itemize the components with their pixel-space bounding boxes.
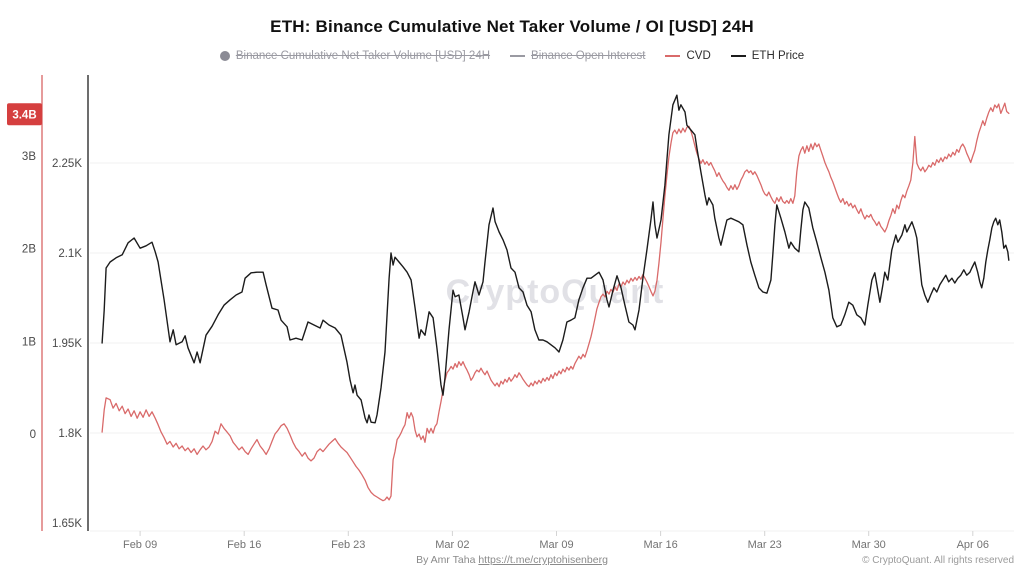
byline: By Amr Taha https://t.me/cryptohisenberg (0, 554, 1024, 566)
line-marker-icon (730, 55, 746, 57)
legend-item-net-taker-volume[interactable]: Binance Cumulative Net Taker Volume [USD… (219, 50, 491, 62)
eth-price-series-line (101, 94, 1010, 424)
x-tick-label: Feb 23 (331, 539, 365, 551)
legend-item-cvd[interactable]: CVD (665, 50, 711, 62)
price-tick-label: 1.8K (58, 428, 82, 440)
legend-label: CVD (686, 50, 711, 62)
current-value-badge (7, 103, 42, 126)
x-tick-label: Apr 06 (957, 539, 989, 551)
cvd-tick-label: 2B (22, 244, 36, 256)
x-tick-label: Feb 16 (227, 539, 261, 551)
cvd-tick-label: 1B (22, 336, 36, 348)
x-tick-label: Mar 16 (643, 539, 677, 551)
legend: Binance Cumulative Net Taker Volume [USD… (0, 50, 1024, 62)
x-tick-label: Mar 02 (435, 539, 469, 551)
legend-label: Binance Open Interest (531, 50, 646, 62)
cvd-tick-label: 3B (22, 151, 36, 163)
circle-marker-icon (219, 51, 230, 61)
price-tick-label: 2.25K (52, 158, 82, 170)
price-tick-label: 2.1K (58, 248, 82, 260)
cvd-tick-label: 0 (30, 429, 36, 441)
line-marker-icon (510, 55, 526, 57)
price-tick-label: 1.95K (52, 338, 82, 350)
x-tick-label: Feb 09 (123, 539, 157, 551)
legend-item-eth-price[interactable]: ETH Price (730, 50, 805, 62)
x-tick-label: Mar 23 (748, 539, 782, 551)
byline-link[interactable]: https://t.me/cryptohisenberg (478, 554, 608, 566)
legend-label: ETH Price (751, 50, 805, 62)
price-tick-label: 1.65K (52, 518, 82, 530)
byline-prefix: By Amr Taha (416, 554, 479, 566)
x-tick-label: Mar 30 (852, 539, 886, 551)
legend-item-open-interest[interactable]: Binance Open Interest (510, 50, 645, 62)
legend-label: Binance Cumulative Net Taker Volume [USD… (235, 50, 491, 62)
line-marker-icon (665, 55, 681, 57)
chart-title: ETH: Binance Cumulative Net Taker Volume… (270, 17, 754, 36)
cvd-series-line (101, 102, 1010, 502)
x-tick-label: Mar 09 (539, 539, 573, 551)
copyright-notice: © CryptoQuant. All rights reserved (862, 555, 1014, 566)
current-value-badge-label: 3.4B (12, 109, 36, 121)
